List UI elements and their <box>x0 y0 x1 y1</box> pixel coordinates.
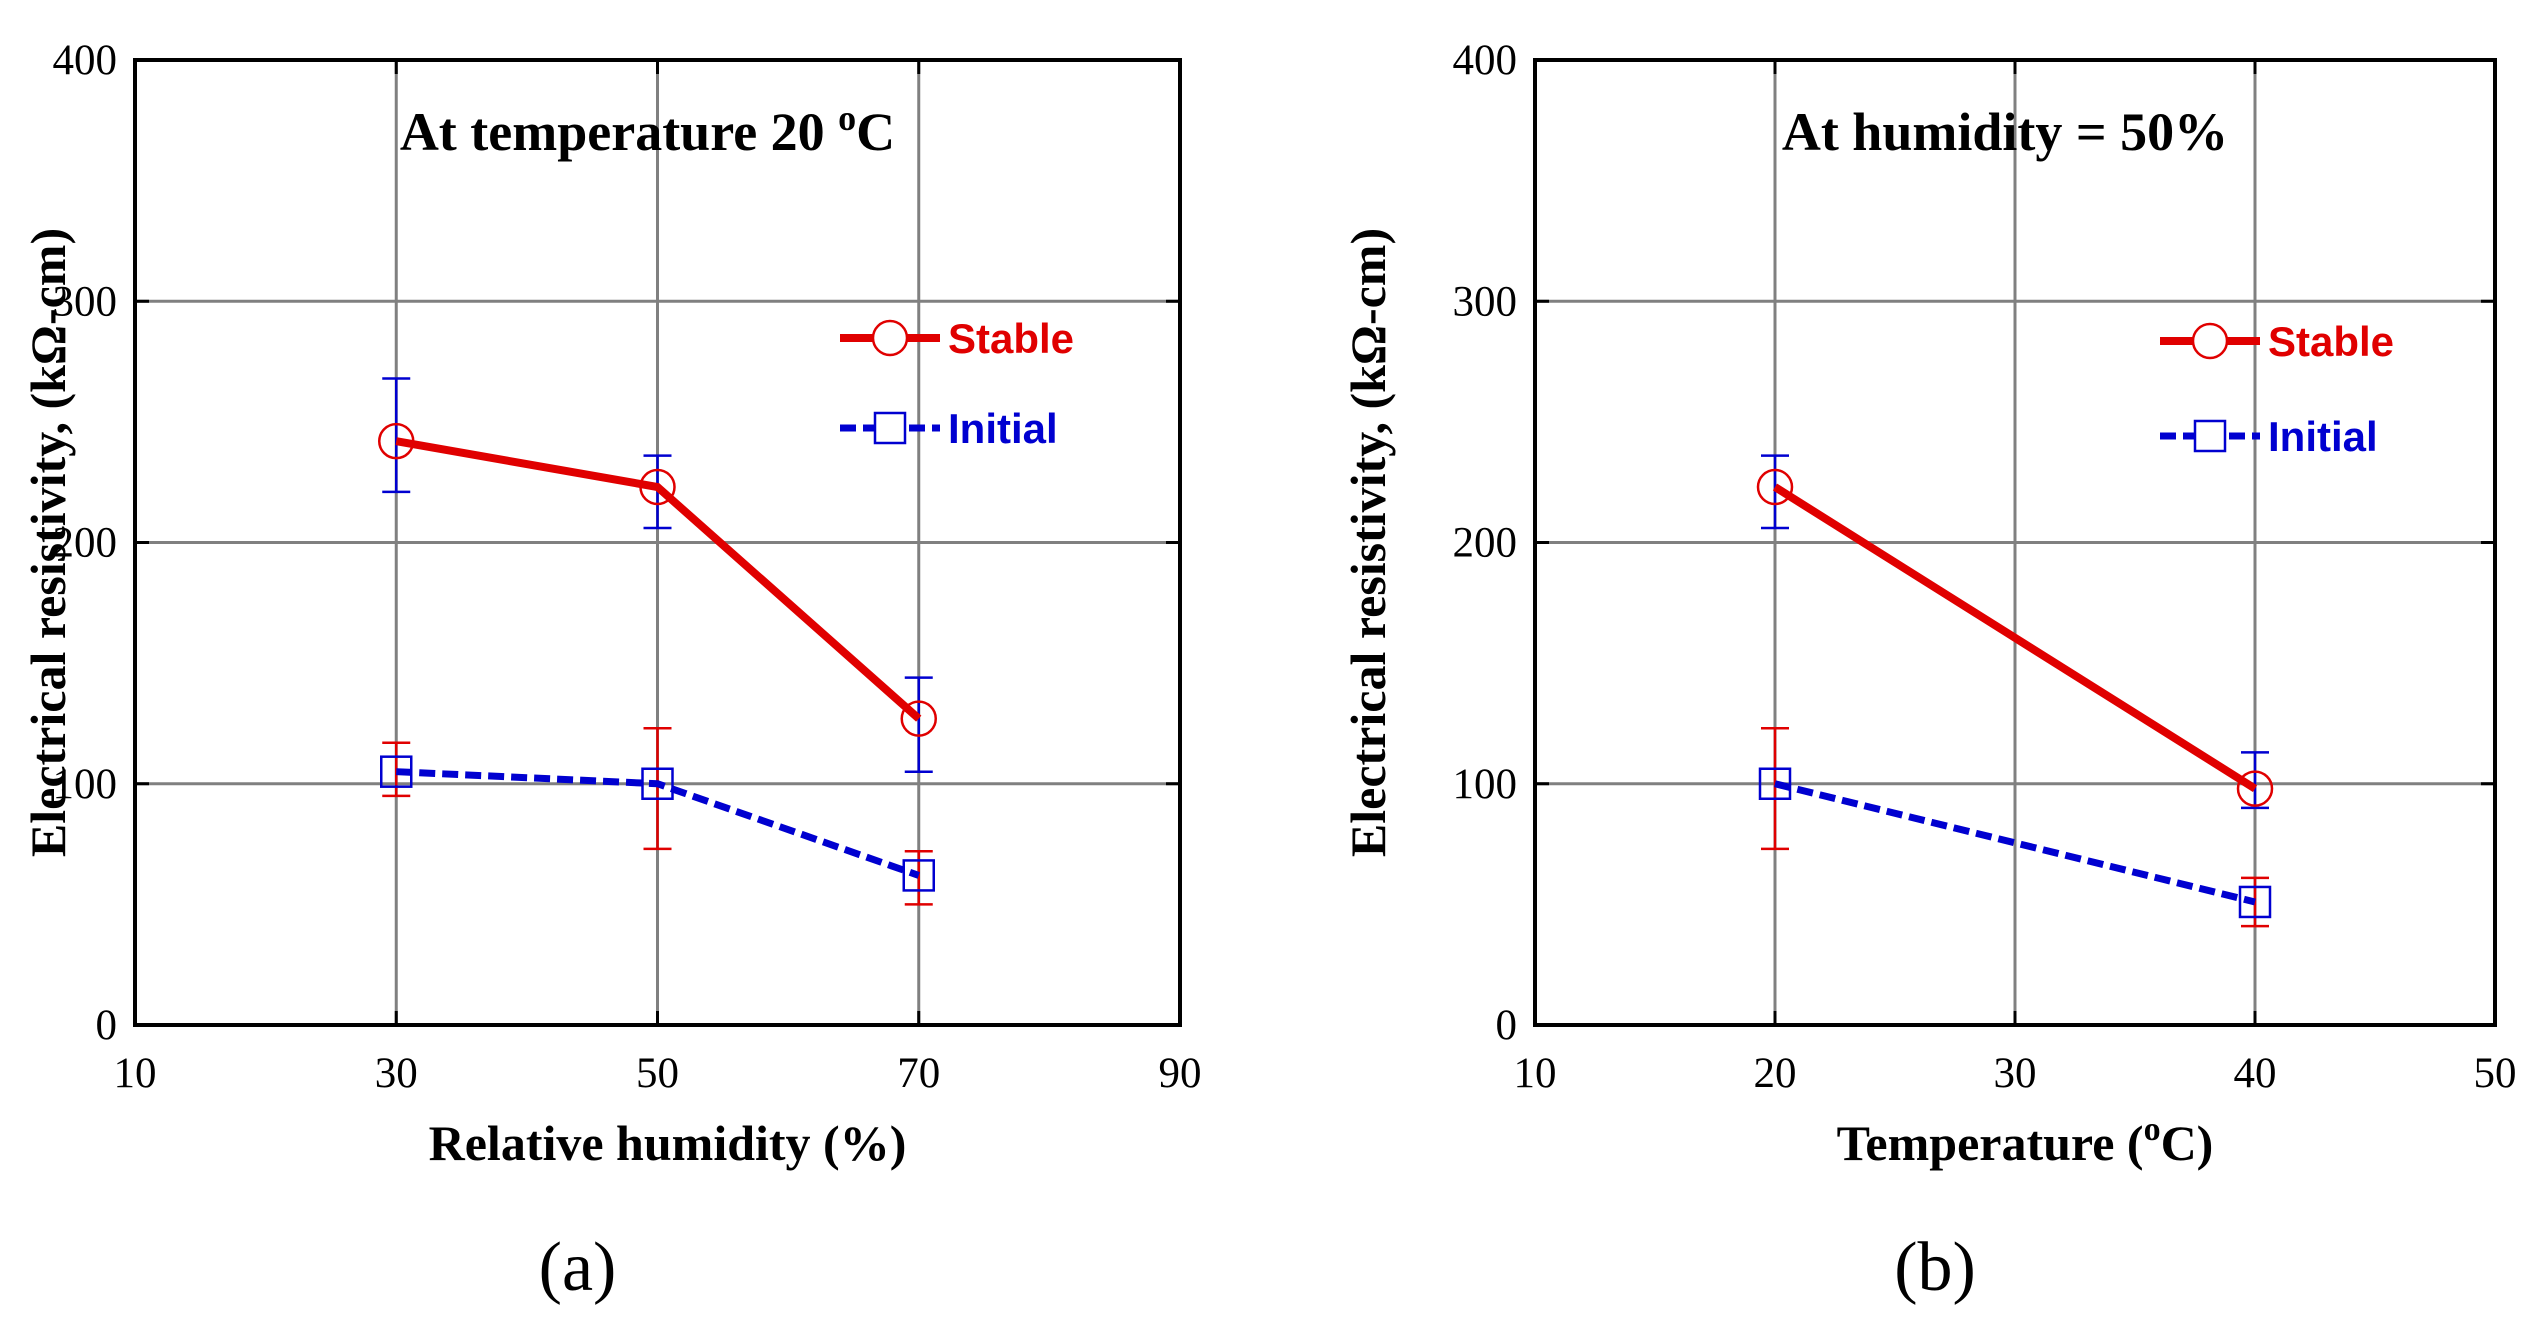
panel-a-label: (a) <box>539 1229 617 1306</box>
panel-a-x-axis-label: Relative humidity (%) <box>429 1115 907 1171</box>
panel-a-x-tick-label: 50 <box>636 1050 679 1097</box>
panel-b-label: (b) <box>1894 1229 1976 1306</box>
panel-b-initial-point <box>2238 885 2272 919</box>
panel-b-y-tick-label: 0 <box>1496 1002 1518 1049</box>
panel-b-initial-point <box>1758 767 1792 800</box>
panel-a-x-tick-label: 30 <box>375 1050 418 1097</box>
panel-a-initial-point <box>641 767 674 800</box>
panel-a-y-axis-label: Electrical resistivity, (kΩ-cm) <box>20 228 76 857</box>
panel-a-chart: 0 100 200 300 400 10 30 50 70 90 Stable Initial A… <box>20 37 1202 1306</box>
panel-a-y-tick-label: 300 <box>53 278 118 325</box>
panel-b-legend-stable-marker <box>2191 322 2229 360</box>
panel-b-x-tick-label: 20 <box>1754 1050 1797 1097</box>
panel-a-y-tick-label: 0 <box>96 1002 118 1049</box>
panel-b-x-tick-label: 40 <box>2234 1050 2277 1097</box>
panel-b-stable-series-line <box>1772 483 2258 792</box>
panel-a-legend-stable-marker <box>871 319 909 357</box>
panel-b-x-axis-label: Temperature (oC) <box>1837 1111 2214 1171</box>
panel-a-x-tick-label: 10 <box>114 1050 157 1097</box>
panel-b-x-tick-label: 10 <box>1514 1050 1557 1097</box>
panel-b-chart: 0 100 200 300 400 10 20 30 40 50 Stable Initial A… <box>1340 37 2517 1306</box>
panel-b-legend-initial-label: Initial <box>2268 413 2378 460</box>
panel-a-y-tick-label: 200 <box>53 520 118 567</box>
panel-a-legend-stable-label: Stable <box>948 315 1074 362</box>
panel-a-stable-point <box>639 468 676 506</box>
panel-b-y-tick-label: 400 <box>1453 37 1518 84</box>
panel-a-stable-point <box>378 422 415 460</box>
panel-a-legend-initial-marker <box>873 411 907 445</box>
panel-b-legend-initial-marker <box>2193 419 2227 453</box>
panel-a-x-tick-label: 70 <box>897 1050 940 1097</box>
panel-b-y-tick-label: 300 <box>1453 278 1518 325</box>
panel-a-x-tick-label: 90 <box>1159 1050 1202 1097</box>
panel-b-y-axis-label: Electrical resistivity, (kΩ-cm) <box>1340 228 1396 857</box>
panel-b-title: At humidity = 50% <box>1782 102 2228 162</box>
panel-a-stable-point <box>900 700 937 737</box>
panel-a-initial-series-line <box>396 768 920 879</box>
panel-a-stable-series-line <box>395 437 922 722</box>
panel-a-title: At temperature 20 oC <box>400 98 895 162</box>
panel-a-initial-point <box>902 859 935 892</box>
panel-a-legend-initial-label: Initial <box>948 405 1058 452</box>
panel-b-y-tick-label: 200 <box>1453 520 1518 567</box>
panel-b-stable-point <box>1756 468 1794 506</box>
panel-a-y-tick-label: 100 <box>53 761 118 808</box>
panel-a-initial-point <box>380 755 413 788</box>
panel-b-x-tick-label: 50 <box>2474 1050 2517 1097</box>
panel-a-y-tick-label: 400 <box>53 37 118 84</box>
panel-b-stable-point <box>2236 770 2274 807</box>
panel-b-x-tick-label: 30 <box>1994 1050 2037 1097</box>
panel-b-initial-series-line <box>1774 780 2256 906</box>
panel-b-y-tick-label: 100 <box>1453 761 1518 808</box>
panel-b-legend-stable-label: Stable <box>2268 318 2394 365</box>
